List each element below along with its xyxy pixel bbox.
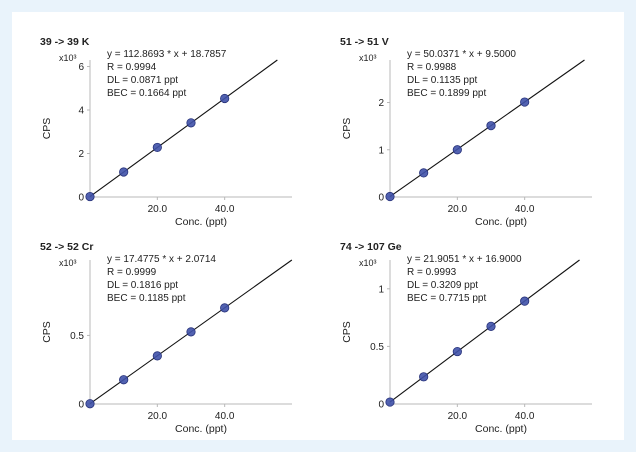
data-point [152,142,162,153]
x-tick-label: 20.0 [448,204,468,215]
fit-stat-4: BEC = 0.1899 ppt [407,88,486,99]
fit-stat-3: DL = 0.3209 ppt [407,280,478,291]
y-tick-label: 1 [378,284,384,295]
fit-stat-2: R = 0.9993 [407,267,457,278]
chart-panel-4: 74 -> 107 Ge x10³ y = 21.9051 * x + 16.900… [340,241,592,435]
y-multiplier: x10³ [359,258,377,268]
data-point [220,303,230,313]
y-tick-label: 1 [378,145,384,156]
x-tick-label: 20.0 [148,411,168,422]
x-axis-label: Conc. (ppt) [475,423,527,435]
y-tick-label: 0.5 [370,342,384,353]
y-axis-label: CPS [341,118,353,140]
x-axis-label: Conc. (ppt) [475,216,527,228]
data-point [486,121,496,131]
x-tick-label: 20.0 [148,204,168,215]
fit-stat-3: DL = 0.1816 ppt [107,280,178,291]
fit-stat-4: BEC = 0.1185 ppt [107,293,186,304]
x-tick-label: 40.0 [215,411,235,422]
y-tick-label: 0 [78,193,84,204]
fit-stat-1: y = 21.9051 * x + 16.9000 [407,254,522,265]
y-tick-label: 6 [78,62,84,73]
data-point [85,191,95,202]
x-axis-label: Conc. (ppt) [175,216,227,228]
chart-panel-2: 51 -> 51 V x10³ y = 50.0371 * x + 9.5000 R … [340,36,592,228]
y-tick-label: 0 [378,193,384,204]
data-point [186,327,196,337]
data-point [452,145,462,155]
x-tick-label: 40.0 [515,411,535,422]
data-point [520,296,530,306]
y-tick-label: 4 [78,106,84,117]
data-point [119,375,129,385]
data-point [186,118,196,128]
fit-stat-1: y = 112.8693 * x + 18.7857 [107,49,227,60]
y-multiplier: x10³ [59,258,77,268]
x-tick-label: 40.0 [215,204,235,215]
fit-stat-4: BEC = 0.1664 ppt [107,88,186,99]
data-point [385,397,395,407]
chart-title: 52 -> 52 Cr [40,241,93,253]
y-tick-label: 2 [78,149,84,160]
data-point [520,97,530,107]
chart-title: 39 -> 39 K [40,36,90,48]
chart-title: 74 -> 107 Ge [340,241,402,253]
data-point [85,399,95,409]
fit-stat-3: DL = 0.1135 ppt [407,75,478,86]
x-tick-label: 40.0 [515,204,535,215]
y-tick-label: 0 [78,400,84,411]
data-point [152,351,162,361]
y-tick-label: 2 [378,98,384,109]
y-multiplier: x10³ [359,53,377,63]
x-axis-label: Conc. (ppt) [175,423,227,435]
data-point [220,93,230,104]
fit-stat-2: R = 0.9994 [107,62,157,73]
y-multiplier: x10³ [59,53,77,63]
data-point [452,346,462,357]
data-point [419,372,429,382]
data-point [419,168,429,178]
y-axis-label: CPS [341,321,353,343]
fit-stat-1: y = 50.0371 * x + 9.5000 [407,49,516,60]
data-point [486,321,496,331]
chart-panel-3: 52 -> 52 Cr x10³ y = 17.4775 * x + 2.0714 R… [40,241,293,435]
data-point [119,167,129,177]
x-tick-label: 20.0 [448,411,468,422]
y-axis-label: CPS [41,321,53,343]
figure-panel: 39 -> 39 K x10³ y = 112.8693 * x + 18.7857… [12,12,624,440]
data-point [385,191,395,202]
fit-stat-2: R = 0.9999 [107,267,157,278]
y-tick-label: 0 [378,400,384,411]
y-tick-label: 0.5 [70,331,84,342]
fit-stat-3: DL = 0.0871 ppt [107,75,178,86]
y-axis-label: CPS [41,118,53,140]
fit-stat-2: R = 0.9988 [407,62,457,73]
fit-stat-1: y = 17.4775 * x + 2.0714 [107,254,216,265]
chart-title: 51 -> 51 V [340,36,389,48]
chart-panel-1: 39 -> 39 K x10³ y = 112.8693 * x + 18.7857… [40,36,292,228]
calibration-figure: 39 -> 39 K x10³ y = 112.8693 * x + 18.7857… [40,36,592,435]
fit-stat-4: BEC = 0.7715 ppt [407,293,486,304]
